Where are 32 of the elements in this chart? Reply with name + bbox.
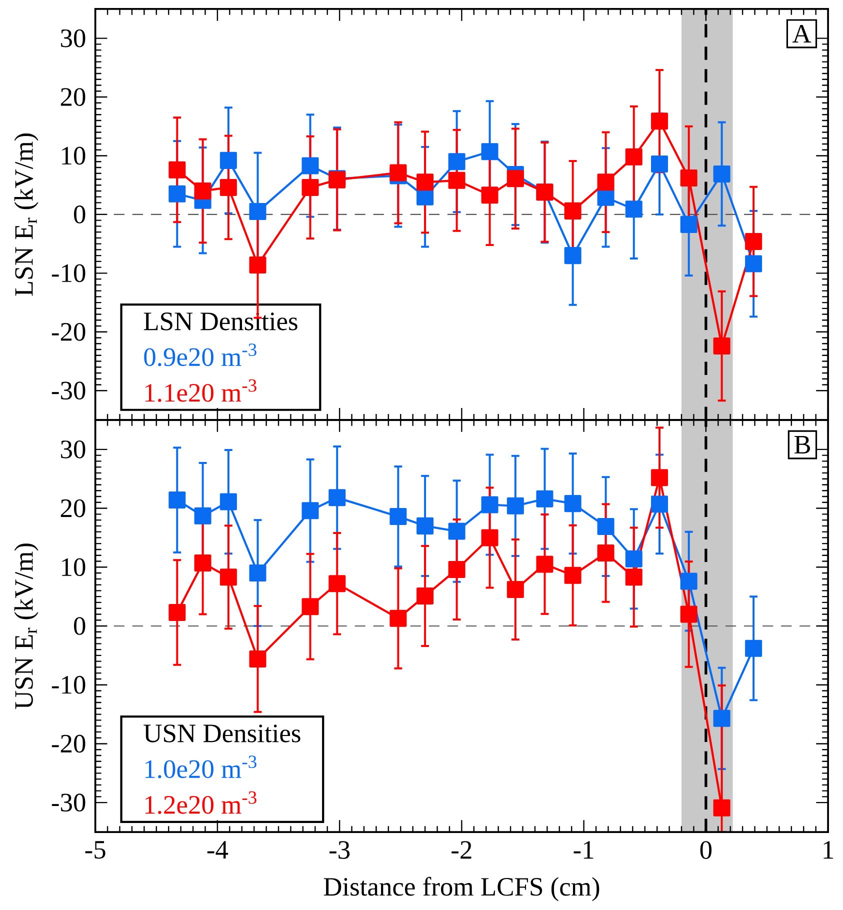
y-tick-label: 20 xyxy=(60,499,85,518)
x-tick-label: -1 xyxy=(574,841,594,859)
y-tick-label: 10 xyxy=(62,146,85,165)
x-tick-label: -3 xyxy=(329,841,350,859)
y-tick-label: 0 xyxy=(74,206,85,224)
y-axis-title: USN E$_{r}$ (kV/m) xyxy=(14,544,38,710)
text: 1.0e20 m$^{-3}$ xyxy=(145,756,256,778)
text: 1.1e20 m$^{-3}$ xyxy=(145,379,256,402)
y-tick-label: -20 xyxy=(52,322,85,341)
y-tick-label: 0 xyxy=(74,617,85,635)
x-tick-label: 0 xyxy=(700,841,712,859)
y-tick-label: 30 xyxy=(60,440,85,458)
x-tick-label: -5 xyxy=(85,841,106,859)
y-tick-label: -30 xyxy=(52,382,85,400)
y-tick-label: 10 xyxy=(62,558,85,576)
legend-title: LSN Densities xyxy=(144,312,298,330)
x-axis-title: Distance from LCFS (cm) xyxy=(324,876,599,902)
text: 0.9e20 m$^{-3}$ xyxy=(144,344,256,366)
annotation: B xyxy=(794,436,810,454)
y-tick-label: -30 xyxy=(52,794,85,812)
y-tick-label: -10 xyxy=(52,676,85,694)
legend-title: USN Densities xyxy=(143,724,300,742)
x-tick-label: 1 xyxy=(824,841,833,859)
y-tick-label: -10 xyxy=(52,264,85,282)
annotation: A xyxy=(792,24,811,42)
y-tick-label: -20 xyxy=(52,734,85,753)
y-tick-label: 30 xyxy=(60,29,85,48)
x-tick-label: -4 xyxy=(207,841,228,859)
text: 1.2e20 m$^{-3}$ xyxy=(145,791,256,814)
y-axis-title: LSN E$_{r}$ (kV/m) xyxy=(14,134,38,296)
y-tick-label: 20 xyxy=(60,88,85,106)
x-tick-label: -2 xyxy=(451,841,472,859)
